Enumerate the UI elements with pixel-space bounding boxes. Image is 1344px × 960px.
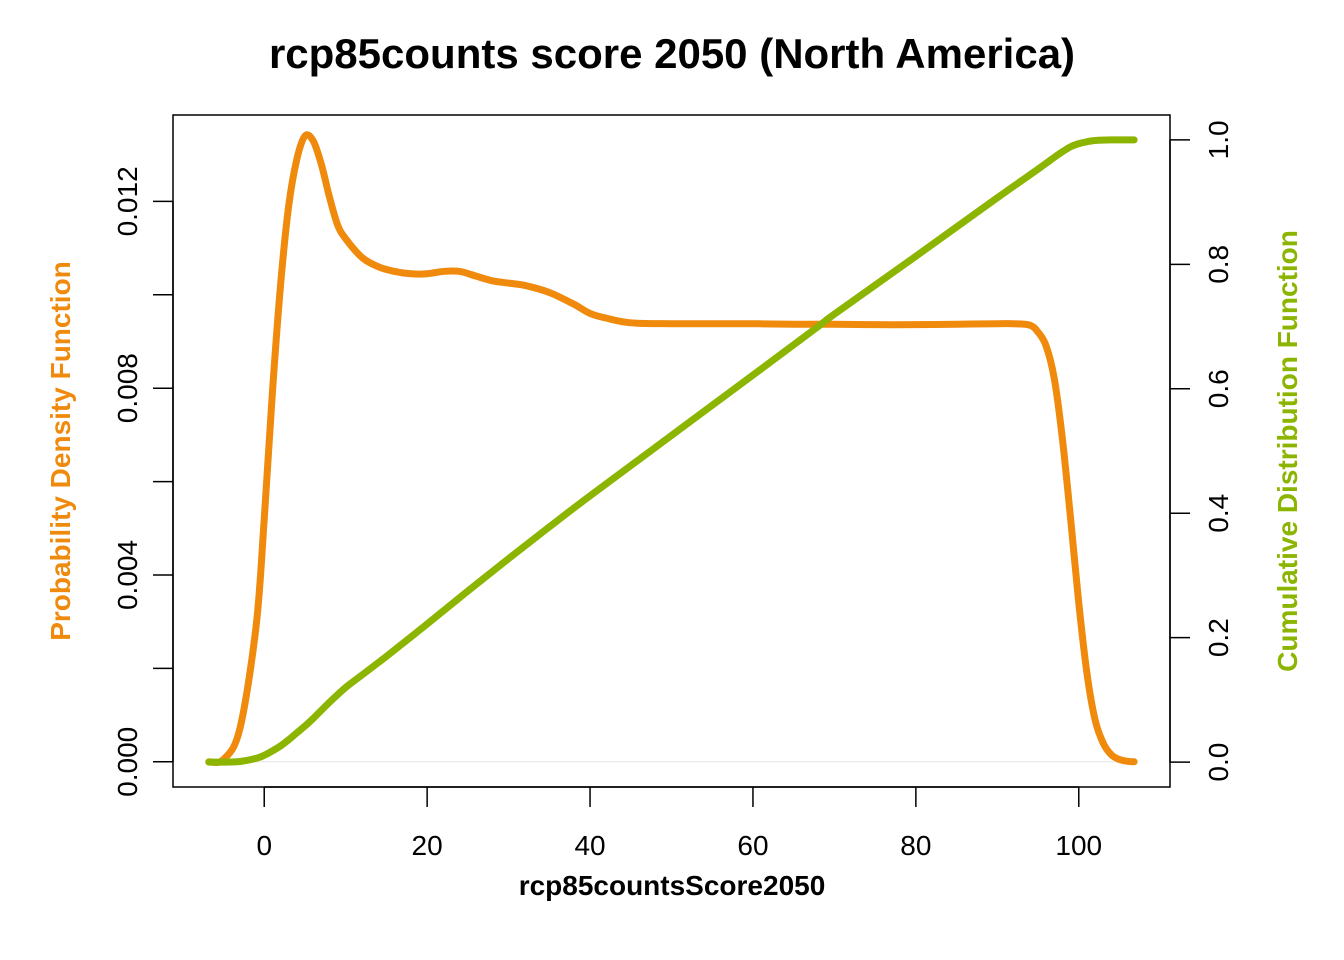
- y-right-tick-label: 0.6: [1203, 369, 1234, 408]
- y-right-tick-label: 0.8: [1203, 245, 1234, 284]
- y-left-axis-label: Probability Density Function: [45, 261, 76, 641]
- y-left-axis: 0.000 0.004 0.008 0.012: [112, 166, 174, 797]
- plot-frame: [172, 114, 1171, 788]
- y-right-tick-label: 0.0: [1203, 743, 1234, 782]
- y-left-tick-label: 0.008: [112, 353, 143, 423]
- x-tick-label: 100: [1055, 830, 1102, 861]
- cdf-series-line: [205, 136, 1138, 766]
- y-right-axis-label: Cumulative Distribution Function: [1272, 230, 1303, 672]
- y-right-tick-label: 1.0: [1203, 120, 1234, 159]
- x-tick-label: 60: [737, 830, 768, 861]
- y-left-tick-label: 0.004: [112, 540, 143, 610]
- y-right-tick-label: 0.4: [1203, 494, 1234, 533]
- series-layer: [205, 131, 1138, 767]
- y-left-tick-label: 0.000: [112, 727, 143, 797]
- y-right-tick-label: 0.2: [1203, 618, 1234, 657]
- x-tick-label: 0: [256, 830, 272, 861]
- x-tick-label: 20: [412, 830, 443, 861]
- y-left-tick-label: 0.012: [112, 166, 143, 236]
- y-right-axis: 0.0 0.2 0.4 0.6 0.8 1.0: [1169, 120, 1234, 782]
- x-tick-label: 40: [574, 830, 605, 861]
- x-axis: 0 20 40 60 80 100: [256, 786, 1102, 861]
- x-tick-label: 80: [900, 830, 931, 861]
- pdf-series-line: [205, 131, 1138, 767]
- chart-title: rcp85counts score 2050 (North America): [269, 30, 1075, 77]
- x-axis-label: rcp85countsScore2050: [519, 870, 826, 901]
